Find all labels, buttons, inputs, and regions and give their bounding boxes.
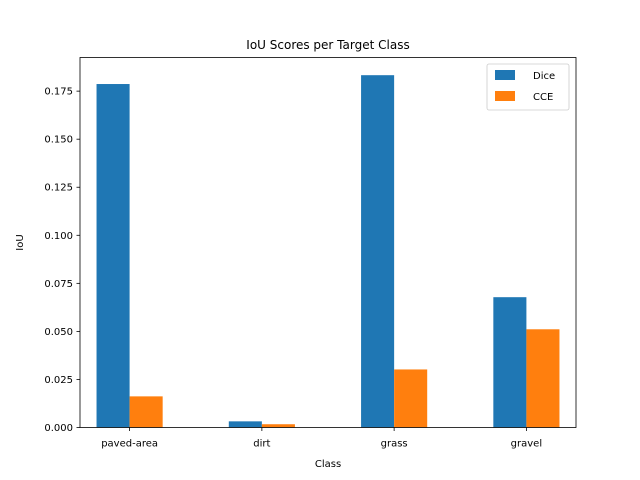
- bar-cce-paved-area: [129, 396, 163, 428]
- y-tick-label: 0.175: [44, 87, 73, 98]
- x-tick-label-gravel: gravel: [511, 439, 542, 450]
- x-axis-label: Class: [315, 459, 341, 470]
- y-tick-label: 0.050: [44, 327, 73, 338]
- x-tick-label-grass: grass: [381, 439, 408, 450]
- bar-dice-paved-area: [96, 84, 130, 428]
- y-tick-label: 0.025: [44, 375, 73, 386]
- x-tick-label-dirt: dirt: [253, 439, 270, 450]
- legend-swatch-cce: [495, 91, 515, 101]
- y-tick-label: 0.075: [44, 279, 73, 290]
- y-tick-label: 0.125: [44, 183, 73, 194]
- legend: Dice CCE: [486, 63, 570, 111]
- legend-label-cce: CCE: [533, 92, 553, 103]
- bar-cce-dirt: [261, 424, 295, 428]
- chart-title: IoU Scores per Target Class: [246, 38, 409, 52]
- y-axis: 0.000 0.025 0.050 0.075 0.100 0.125 0.150 0.175: [44, 87, 80, 434]
- y-axis-label: IoU: [15, 234, 26, 250]
- bars-group: [96, 75, 560, 428]
- plot-frame: [79, 57, 577, 428]
- legend-label-dice: Dice: [533, 71, 555, 82]
- bar-dice-grass: [361, 75, 395, 428]
- bar-cce-grass: [394, 369, 428, 428]
- x-tick-label-paved-area: paved-area: [101, 439, 158, 450]
- bar-dice-dirt: [228, 421, 262, 428]
- y-tick-label: 0.000: [44, 423, 73, 434]
- y-tick-label: 0.100: [44, 231, 73, 242]
- x-axis: paved-area dirt grass gravel: [101, 427, 542, 450]
- bar-cce-gravel: [526, 329, 560, 428]
- bar-dice-gravel: [493, 297, 527, 428]
- y-tick-label: 0.150: [44, 135, 73, 146]
- legend-swatch-dice: [495, 70, 515, 80]
